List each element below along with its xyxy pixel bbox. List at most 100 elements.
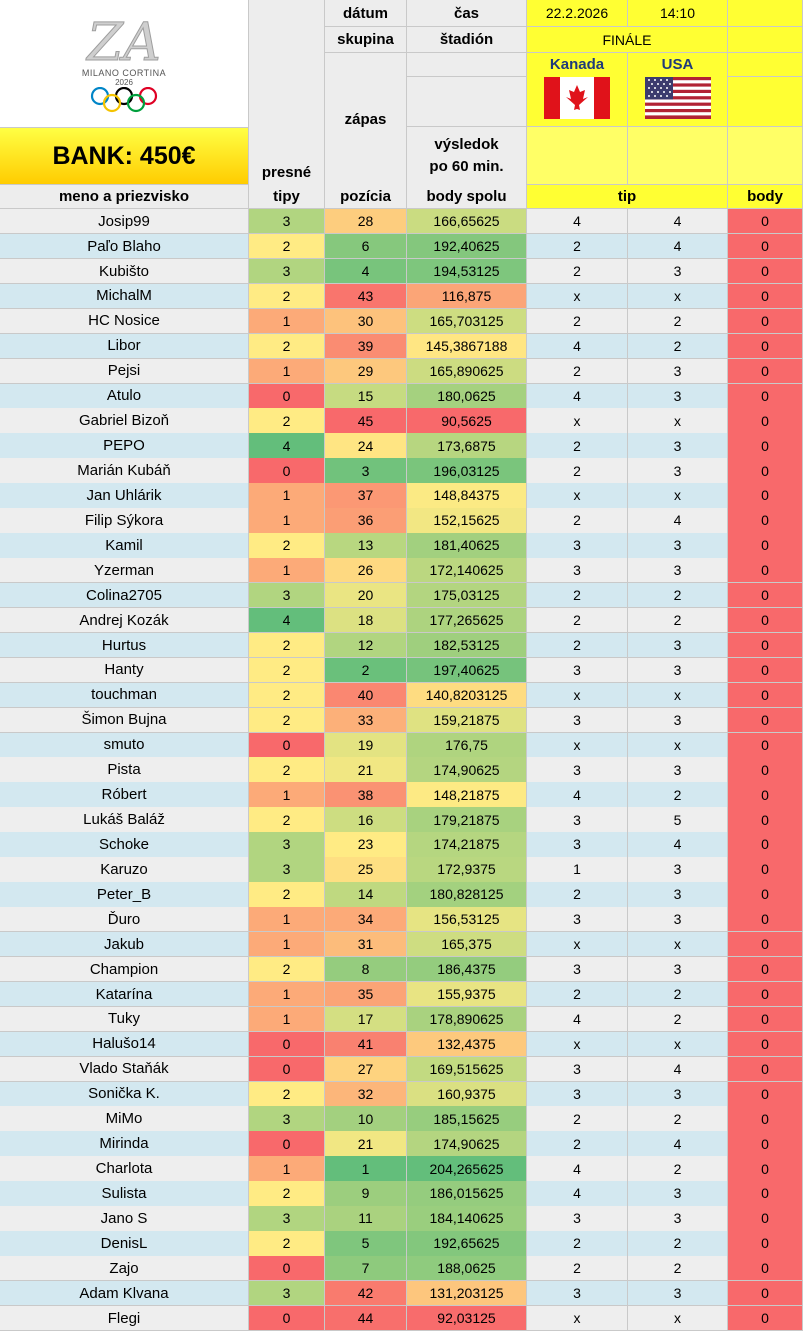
cell-body: 0 [728,1106,803,1132]
cell-pozicia: 42 [325,1280,407,1307]
cell-pozicia: 24 [325,433,407,459]
vysledok-label: výsledok po 60 min. [407,127,527,185]
cas-label: čas [407,0,527,27]
cell-pozicia: 15 [325,383,407,409]
cell-body-spolu: 90,5625 [407,408,527,434]
cell-tip1: 3 [527,832,628,858]
cell-body-spolu: 174,90625 [407,757,527,783]
cell-presne: 2 [249,533,325,559]
canada-flag-icon [544,77,610,119]
cell-body-spolu: 165,703125 [407,308,527,335]
cell-name: Jano S [0,1206,249,1232]
cell-tip1: 3 [527,956,628,983]
cell-body-spolu: 174,90625 [407,1131,527,1157]
cell-body-spolu: 165,890625 [407,358,527,384]
cell-pozicia: 44 [325,1305,407,1332]
cell-body: 0 [728,308,803,335]
cell-body-spolu: 181,40625 [407,533,527,559]
cell-tip2: 2 [628,582,728,609]
cell-body-spolu: 174,21875 [407,832,527,858]
cell-name: Kamil [0,533,249,559]
cell-tip2: 3 [628,458,728,484]
skupina-label: skupina [325,27,407,53]
cell-tip1: 2 [527,1106,628,1132]
cell-name: MichalM [0,283,249,310]
cell-presne: 0 [249,1031,325,1058]
cell-pozicia: 10 [325,1106,407,1132]
cell-tip1: x [527,408,628,434]
cell-body: 0 [728,757,803,783]
cell-presne: 1 [249,508,325,534]
milano-cortina-logo: ZA MILANO CORTINA 2026 [0,0,249,128]
cell-body: 0 [728,607,803,634]
presne-label: presné [261,164,312,181]
cell-pozicia: 20 [325,582,407,609]
cell-body-spolu: 192,40625 [407,233,527,260]
cell-body-spolu: 204,265625 [407,1156,527,1182]
cell-tip1: 2 [527,308,628,335]
cell-body-spolu: 186,015625 [407,1181,527,1207]
cell-body-spolu: 196,03125 [407,458,527,484]
cell-name: Peter_B [0,882,249,908]
cell-presne: 3 [249,258,325,285]
cell-pozicia: 43 [325,283,407,310]
cell-body: 0 [728,1256,803,1282]
cell-presne: 3 [249,832,325,858]
datum-label: dátum [325,0,407,27]
cell-tip1: 4 [527,1181,628,1207]
cell-name: Hurtus [0,632,249,659]
cell-presne: 0 [249,1256,325,1282]
cell-tip1: 4 [527,209,628,235]
cell-pozicia: 38 [325,782,407,808]
cell-tip1: 4 [527,333,628,360]
cell-tip1: x [527,1031,628,1058]
cell-tip1: 4 [527,1006,628,1033]
body-spolu-column-header: body spolu [407,185,527,209]
cell-body-spolu: 148,21875 [407,782,527,808]
vysledok-line1: výsledok [434,136,499,153]
cell-body-spolu: 172,9375 [407,857,527,883]
cell-tip1: 3 [527,558,628,584]
cell-pozicia: 36 [325,508,407,534]
bank-total: BANK: 450€ [0,128,249,185]
cell-presne: 0 [249,1305,325,1332]
cell-name: Lukáš Baláž [0,807,249,833]
cell-tip1: 4 [527,383,628,409]
cell-presne: 4 [249,607,325,634]
cell-tip2: 2 [628,981,728,1008]
cell-name: smuto [0,732,249,758]
cell-body: 0 [728,1131,803,1157]
cell-tip1: 3 [527,1081,628,1107]
cell-tip1: 2 [527,981,628,1008]
cell-presne: 1 [249,358,325,384]
cell-tip1: 3 [527,1280,628,1307]
presne-tipy-header: presné [249,0,325,185]
cell-tip2: x [628,732,728,758]
cell-body-spolu: 185,15625 [407,1106,527,1132]
cell-name: Flegi [0,1305,249,1332]
team1-name: Kanada [549,56,605,73]
cell-name: Jan Uhlárik [0,483,249,509]
cell-body-spolu: 180,0625 [407,383,527,409]
cell-body: 0 [728,483,803,509]
empty-cell [728,53,803,77]
cell-tip2: 3 [628,657,728,684]
cell-body-spolu: 169,515625 [407,1056,527,1083]
cell-tip2: 2 [628,782,728,808]
cell-pozicia: 2 [325,657,407,684]
cell-name: Tuky [0,1006,249,1033]
cell-tip2: 3 [628,632,728,659]
cell-tip2: 3 [628,533,728,559]
cell-body-spolu: 192,65625 [407,1231,527,1257]
team2-cell: USA [628,53,728,127]
cell-body-spolu: 156,53125 [407,907,527,933]
cell-body: 0 [728,1156,803,1182]
cell-pozicia: 31 [325,931,407,958]
name-column-header: meno a priezvisko [0,185,249,209]
cell-pozicia: 30 [325,308,407,335]
cell-pozicia: 40 [325,682,407,709]
cell-tip2: x [628,408,728,434]
cell-tip1: 2 [527,1256,628,1282]
cell-name: Vlado Staňák [0,1056,249,1083]
